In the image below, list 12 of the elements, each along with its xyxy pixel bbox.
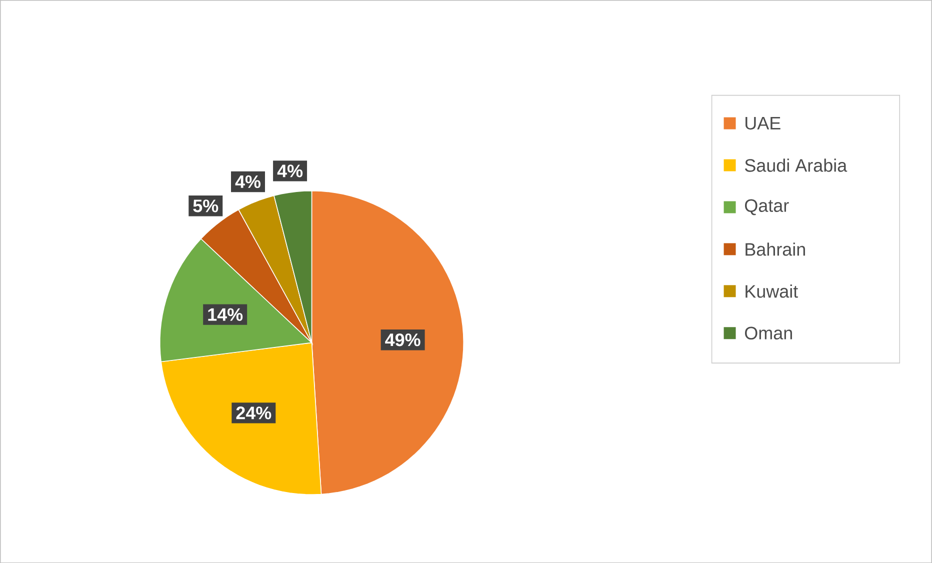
data-label: 49% <box>385 333 420 346</box>
legend-label: Qatar <box>745 199 789 216</box>
data-label: 5% <box>193 199 218 212</box>
legend-label: UAE <box>746 116 780 130</box>
data-label: 24% <box>236 406 272 420</box>
legend-label: Kuwait <box>746 284 798 298</box>
legend-label: Saudi Arabia <box>744 158 848 172</box>
legend-label: Oman <box>745 326 792 340</box>
legend-label: Bahrain <box>746 242 805 256</box>
data-label: 14% <box>208 308 243 321</box>
data-label: 4% <box>235 175 261 188</box>
data-label: 4% <box>277 164 303 178</box>
